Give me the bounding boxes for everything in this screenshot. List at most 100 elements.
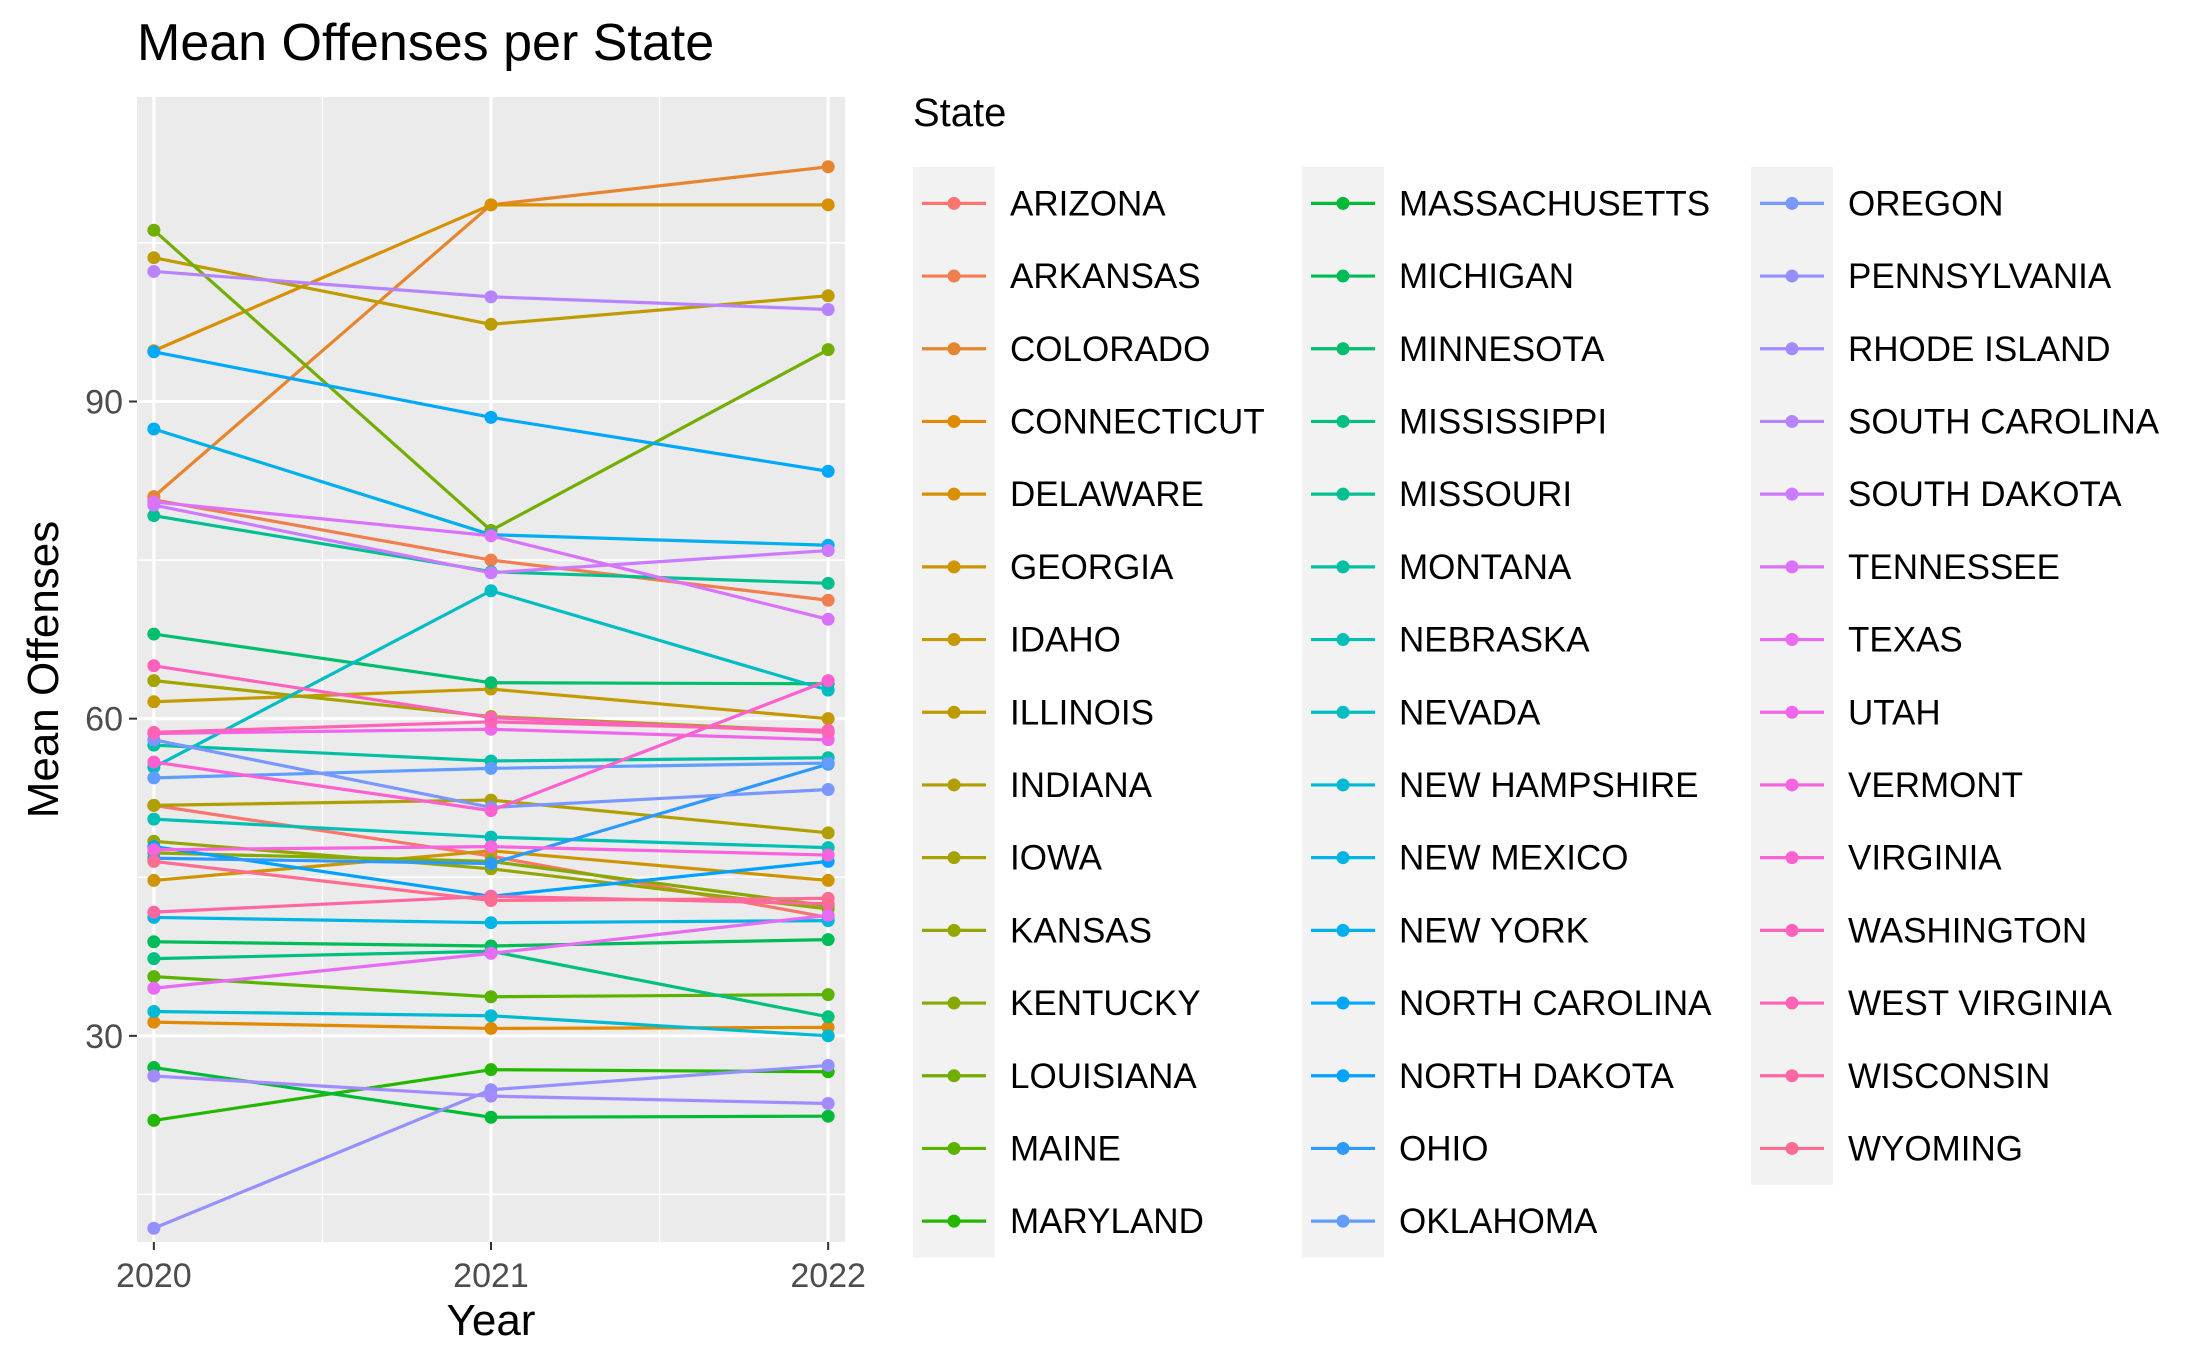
- legend-key-point: [1336, 633, 1350, 647]
- x-tick-label: 2021: [453, 1257, 529, 1295]
- legend-key-point: [1785, 778, 1799, 792]
- data-point: [821, 1010, 835, 1024]
- data-point: [147, 627, 161, 641]
- legend-keys: ARIZONA ARKANSAS COLORADO CONNECTICUT DELAWA…: [913, 167, 2160, 1258]
- legend-label: NEBRASKA: [1399, 621, 1590, 660]
- legend-label: NORTH DAKOTA: [1399, 1057, 1674, 1096]
- legend-label: MISSOURI: [1399, 475, 1572, 514]
- legend-key-point: [1336, 414, 1350, 428]
- data-point: [821, 612, 835, 626]
- data-point: [484, 857, 498, 871]
- legend: State ARIZONA ARKANSAS COLORADO CONNECTICUT…: [913, 91, 2160, 1258]
- legend-key-point: [1785, 414, 1799, 428]
- data-point: [147, 695, 161, 709]
- legend-key-point: [1785, 269, 1799, 283]
- legend-label: NEW MEXICO: [1399, 839, 1628, 878]
- data-point: [147, 674, 161, 688]
- legend-key-point: [947, 923, 961, 937]
- legend-key-point: [947, 269, 961, 283]
- legend-label: MASSACHUSETTS: [1399, 184, 1710, 223]
- legend-label: IDAHO: [1010, 621, 1121, 660]
- legend-key-point: [1336, 851, 1350, 865]
- data-point: [147, 1005, 161, 1019]
- data-point: [821, 343, 835, 357]
- legend-key-point: [1785, 705, 1799, 719]
- legend-key-point: [1785, 1069, 1799, 1083]
- data-point: [484, 529, 498, 543]
- legend-label: RHODE ISLAND: [1848, 330, 2111, 369]
- data-point: [821, 289, 835, 303]
- data-point: [484, 553, 498, 567]
- y-axis: 30 60 90: [85, 383, 137, 1056]
- data-point: [147, 345, 161, 359]
- data-point: [821, 891, 835, 905]
- x-tick-label: 2022: [790, 1257, 866, 1295]
- legend-key-point: [947, 1141, 961, 1155]
- legend-key-point: [1336, 487, 1350, 501]
- data-point: [147, 509, 161, 523]
- data-point: [821, 1058, 835, 1072]
- data-point: [484, 916, 498, 930]
- legend-label: SOUTH DAKOTA: [1848, 475, 2122, 514]
- legend-label: TENNESSEE: [1848, 548, 2060, 587]
- legend-key-background: [1751, 167, 1833, 1185]
- x-axis: 2020 2021 2022: [116, 1242, 866, 1295]
- data-point: [147, 264, 161, 278]
- data-point: [484, 198, 498, 212]
- data-point: [484, 1009, 498, 1023]
- legend-key-point: [1336, 1141, 1350, 1155]
- legend-label: NEVADA: [1399, 693, 1541, 732]
- data-point: [821, 873, 835, 887]
- data-point: [484, 1021, 498, 1035]
- legend-label: MICHIGAN: [1399, 257, 1574, 296]
- legend-label: SOUTH CAROLINA: [1848, 402, 2160, 441]
- data-point: [147, 812, 161, 826]
- data-point: [147, 659, 161, 673]
- data-point: [821, 1097, 835, 1111]
- legend-key-point: [947, 778, 961, 792]
- legend-label: ARKANSAS: [1010, 257, 1201, 296]
- legend-label: DELAWARE: [1010, 475, 1204, 514]
- legend-label: VERMONT: [1848, 766, 2023, 805]
- data-point: [147, 981, 161, 995]
- data-point: [821, 782, 835, 796]
- legend-label: KENTUCKY: [1010, 984, 1201, 1023]
- data-point: [484, 676, 498, 690]
- y-axis-title: Mean Offenses: [19, 521, 68, 819]
- legend-label: WISCONSIN: [1848, 1057, 2050, 1096]
- data-point: [484, 804, 498, 818]
- legend-key-point: [1785, 851, 1799, 865]
- data-point: [147, 422, 161, 436]
- data-point: [484, 566, 498, 580]
- data-point: [484, 761, 498, 775]
- legend-label: LOUISIANA: [1010, 1057, 1197, 1096]
- legend-key-point: [947, 560, 961, 574]
- legend-key-point: [1336, 778, 1350, 792]
- data-point: [821, 908, 835, 922]
- legend-key-point: [947, 851, 961, 865]
- data-point: [147, 873, 161, 887]
- data-point: [821, 723, 835, 737]
- x-axis-title: Year: [447, 1296, 536, 1345]
- data-point: [484, 1063, 498, 1077]
- legend-key-point: [1336, 342, 1350, 356]
- data-point: [821, 1109, 835, 1123]
- data-point: [147, 223, 161, 237]
- data-point: [147, 755, 161, 769]
- plot-panel: [137, 97, 845, 1242]
- legend-key-point: [1336, 560, 1350, 574]
- data-point: [484, 290, 498, 304]
- legend-key-point: [947, 633, 961, 647]
- legend-label: VIRGINIA: [1848, 839, 2002, 878]
- legend-label: NEW YORK: [1399, 911, 1589, 950]
- legend-key-point: [1785, 996, 1799, 1010]
- legend-key-point: [1785, 923, 1799, 937]
- data-point: [821, 303, 835, 317]
- legend-key-point: [947, 196, 961, 210]
- legend-label: COLORADO: [1010, 330, 1210, 369]
- legend-label: WEST VIRGINIA: [1848, 984, 2112, 1023]
- data-point: [147, 1221, 161, 1235]
- legend-label: MINNESOTA: [1399, 330, 1605, 369]
- data-point: [821, 1029, 835, 1043]
